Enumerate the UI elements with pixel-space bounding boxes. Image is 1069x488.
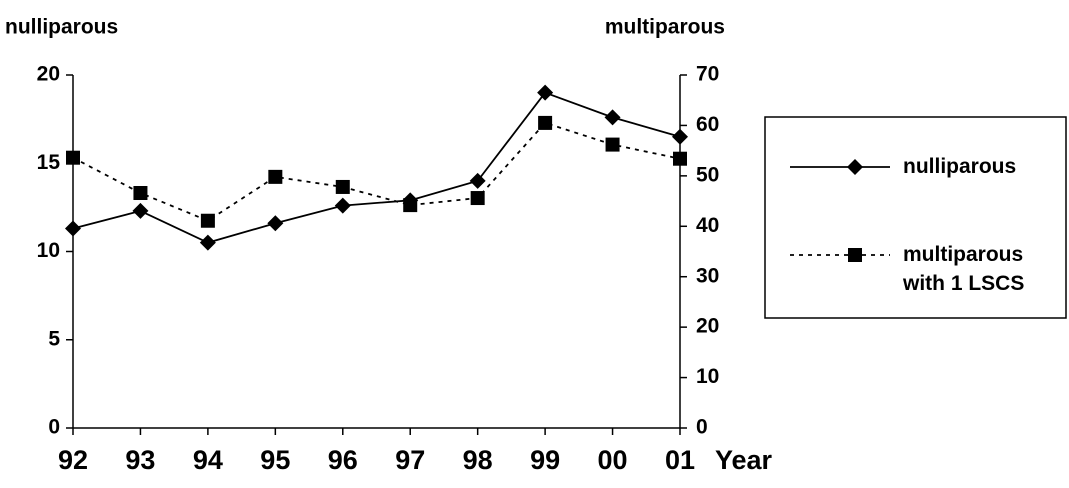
x-tick-label: 92 (58, 445, 88, 475)
x-tick-label: 98 (463, 445, 493, 475)
x-tick-label: 95 (260, 445, 290, 475)
x-tick-label: 00 (598, 445, 628, 475)
y2-tick-label: 0 (696, 416, 708, 439)
marker (403, 198, 418, 213)
y-tick-label: 20 (37, 63, 60, 86)
marker (200, 213, 215, 228)
marker (848, 248, 862, 262)
y2-tick-label: 20 (696, 315, 719, 338)
marker (538, 115, 553, 130)
marker (267, 215, 284, 232)
legend-label: multiparous with 1 LSCS (903, 243, 1025, 295)
y-tick-label: 0 (48, 416, 60, 439)
marker (672, 128, 688, 145)
y2-tick-label: 30 (696, 264, 719, 287)
x-tick-label: 99 (530, 445, 560, 475)
x-tick-label: 93 (125, 445, 155, 475)
y-tick-label: 15 (37, 151, 61, 174)
marker (268, 169, 283, 184)
marker (199, 234, 216, 251)
series-line (72, 91, 681, 244)
x-tick-label: 94 (193, 445, 223, 475)
marker (133, 186, 148, 201)
y2-tick-label: 10 (696, 365, 719, 388)
legend-box (764, 116, 1067, 319)
marker (334, 197, 351, 214)
marker (65, 220, 81, 237)
y2-axis-title: multiparous (605, 16, 725, 39)
x-tick-label: 01 (665, 445, 695, 475)
x-axis-title: Year (715, 445, 773, 475)
marker (66, 150, 80, 165)
marker (469, 172, 486, 189)
marker (673, 151, 687, 166)
marker (537, 84, 554, 101)
x-tick-label: 97 (395, 445, 425, 475)
y2-tick-label: 50 (696, 163, 719, 186)
marker (335, 179, 350, 194)
marker (847, 159, 863, 175)
y2-tick-label: 70 (696, 63, 719, 86)
y2-tick-label: 40 (696, 214, 719, 237)
marker (605, 137, 620, 152)
series-line (72, 121, 681, 222)
x-tick-label: 96 (328, 445, 358, 475)
y-tick-label: 5 (48, 327, 60, 350)
y-axis-title: nulliparous (5, 16, 118, 39)
y2-tick-label: 60 (696, 113, 719, 136)
marker (604, 109, 621, 126)
y-tick-label: 10 (37, 239, 60, 262)
marker (470, 191, 485, 206)
marker (132, 202, 149, 219)
legend-label: nulliparous (903, 155, 1017, 178)
